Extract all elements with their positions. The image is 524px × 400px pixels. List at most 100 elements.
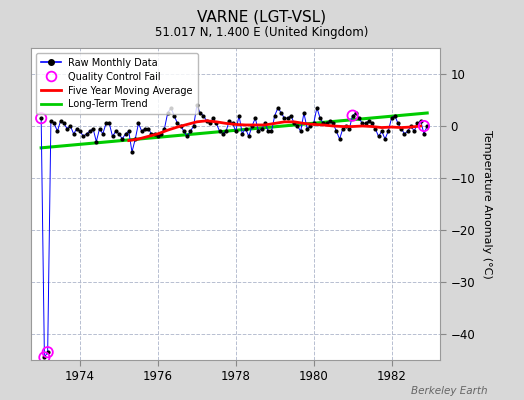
Text: 51.017 N, 1.400 E (United Kingdom): 51.017 N, 1.400 E (United Kingdom) [155, 26, 369, 39]
Point [43, 349, 52, 356]
Point [313, 104, 321, 111]
Point [76, 128, 84, 134]
Point [112, 128, 120, 134]
Point [362, 120, 370, 126]
Point [85, 128, 94, 134]
Point [73, 126, 81, 132]
Point [79, 133, 88, 140]
Point [102, 120, 110, 126]
Point [160, 126, 169, 132]
Point [397, 126, 406, 132]
Point [342, 123, 350, 129]
Point [205, 120, 214, 126]
Point [125, 128, 133, 134]
Point [270, 112, 279, 119]
Point [186, 128, 194, 134]
Point [310, 120, 318, 126]
Point [137, 128, 146, 134]
Y-axis label: Temperature Anomaly (°C): Temperature Anomaly (°C) [482, 130, 492, 278]
Point [280, 115, 289, 122]
Point [69, 130, 78, 137]
Point [167, 104, 175, 111]
Point [222, 128, 230, 134]
Point [99, 130, 107, 137]
Point [381, 136, 389, 142]
Point [95, 126, 104, 132]
Point [66, 123, 74, 129]
Point [115, 130, 123, 137]
Point [170, 112, 178, 119]
Point [57, 118, 65, 124]
Point [322, 120, 331, 126]
Point [413, 120, 422, 126]
Point [92, 138, 101, 145]
Point [335, 136, 344, 142]
Point [394, 120, 402, 126]
Point [144, 126, 152, 132]
Point [403, 128, 412, 134]
Text: VARNE (LGT-VSL): VARNE (LGT-VSL) [198, 10, 326, 25]
Point [293, 123, 302, 129]
Point [329, 120, 337, 126]
Point [264, 128, 272, 134]
Point [355, 115, 363, 122]
Point [173, 120, 182, 126]
Point [131, 136, 139, 142]
Point [345, 126, 354, 132]
Point [306, 123, 314, 129]
Legend: Raw Monthly Data, Quality Control Fail, Five Year Moving Average, Long-Term Tren: Raw Monthly Data, Quality Control Fail, … [36, 53, 198, 114]
Point [267, 128, 276, 134]
Point [122, 130, 130, 137]
Point [423, 123, 431, 129]
Point [365, 118, 373, 124]
Point [228, 120, 237, 126]
Point [420, 123, 428, 129]
Point [180, 128, 188, 134]
Point [407, 123, 415, 129]
Point [348, 112, 357, 119]
Point [53, 128, 62, 134]
Point [235, 112, 243, 119]
Point [50, 120, 58, 126]
Point [37, 115, 46, 122]
Point [105, 120, 114, 126]
Point [89, 126, 97, 132]
Point [134, 120, 143, 126]
Point [238, 130, 246, 137]
Point [108, 133, 117, 140]
Point [290, 120, 298, 126]
Point [37, 115, 46, 122]
Point [339, 126, 347, 132]
Point [274, 104, 282, 111]
Point [352, 110, 360, 116]
Point [118, 136, 126, 142]
Point [358, 120, 366, 126]
Point [390, 112, 399, 119]
Point [319, 120, 328, 126]
Point [384, 128, 392, 134]
Point [287, 112, 295, 119]
Point [40, 354, 49, 361]
Point [374, 133, 383, 140]
Point [283, 115, 292, 122]
Point [277, 110, 286, 116]
Point [154, 133, 162, 140]
Point [387, 115, 396, 122]
Point [43, 349, 52, 356]
Point [147, 130, 156, 137]
Point [251, 115, 259, 122]
Point [303, 126, 311, 132]
Point [196, 110, 204, 116]
Point [378, 128, 386, 134]
Point [258, 126, 266, 132]
Point [60, 120, 68, 126]
Point [193, 102, 201, 108]
Point [300, 110, 308, 116]
Point [332, 128, 341, 134]
Point [63, 126, 71, 132]
Point [157, 130, 166, 137]
Point [261, 120, 269, 126]
Point [348, 112, 357, 119]
Point [248, 123, 256, 129]
Text: Berkeley Earth: Berkeley Earth [411, 386, 487, 396]
